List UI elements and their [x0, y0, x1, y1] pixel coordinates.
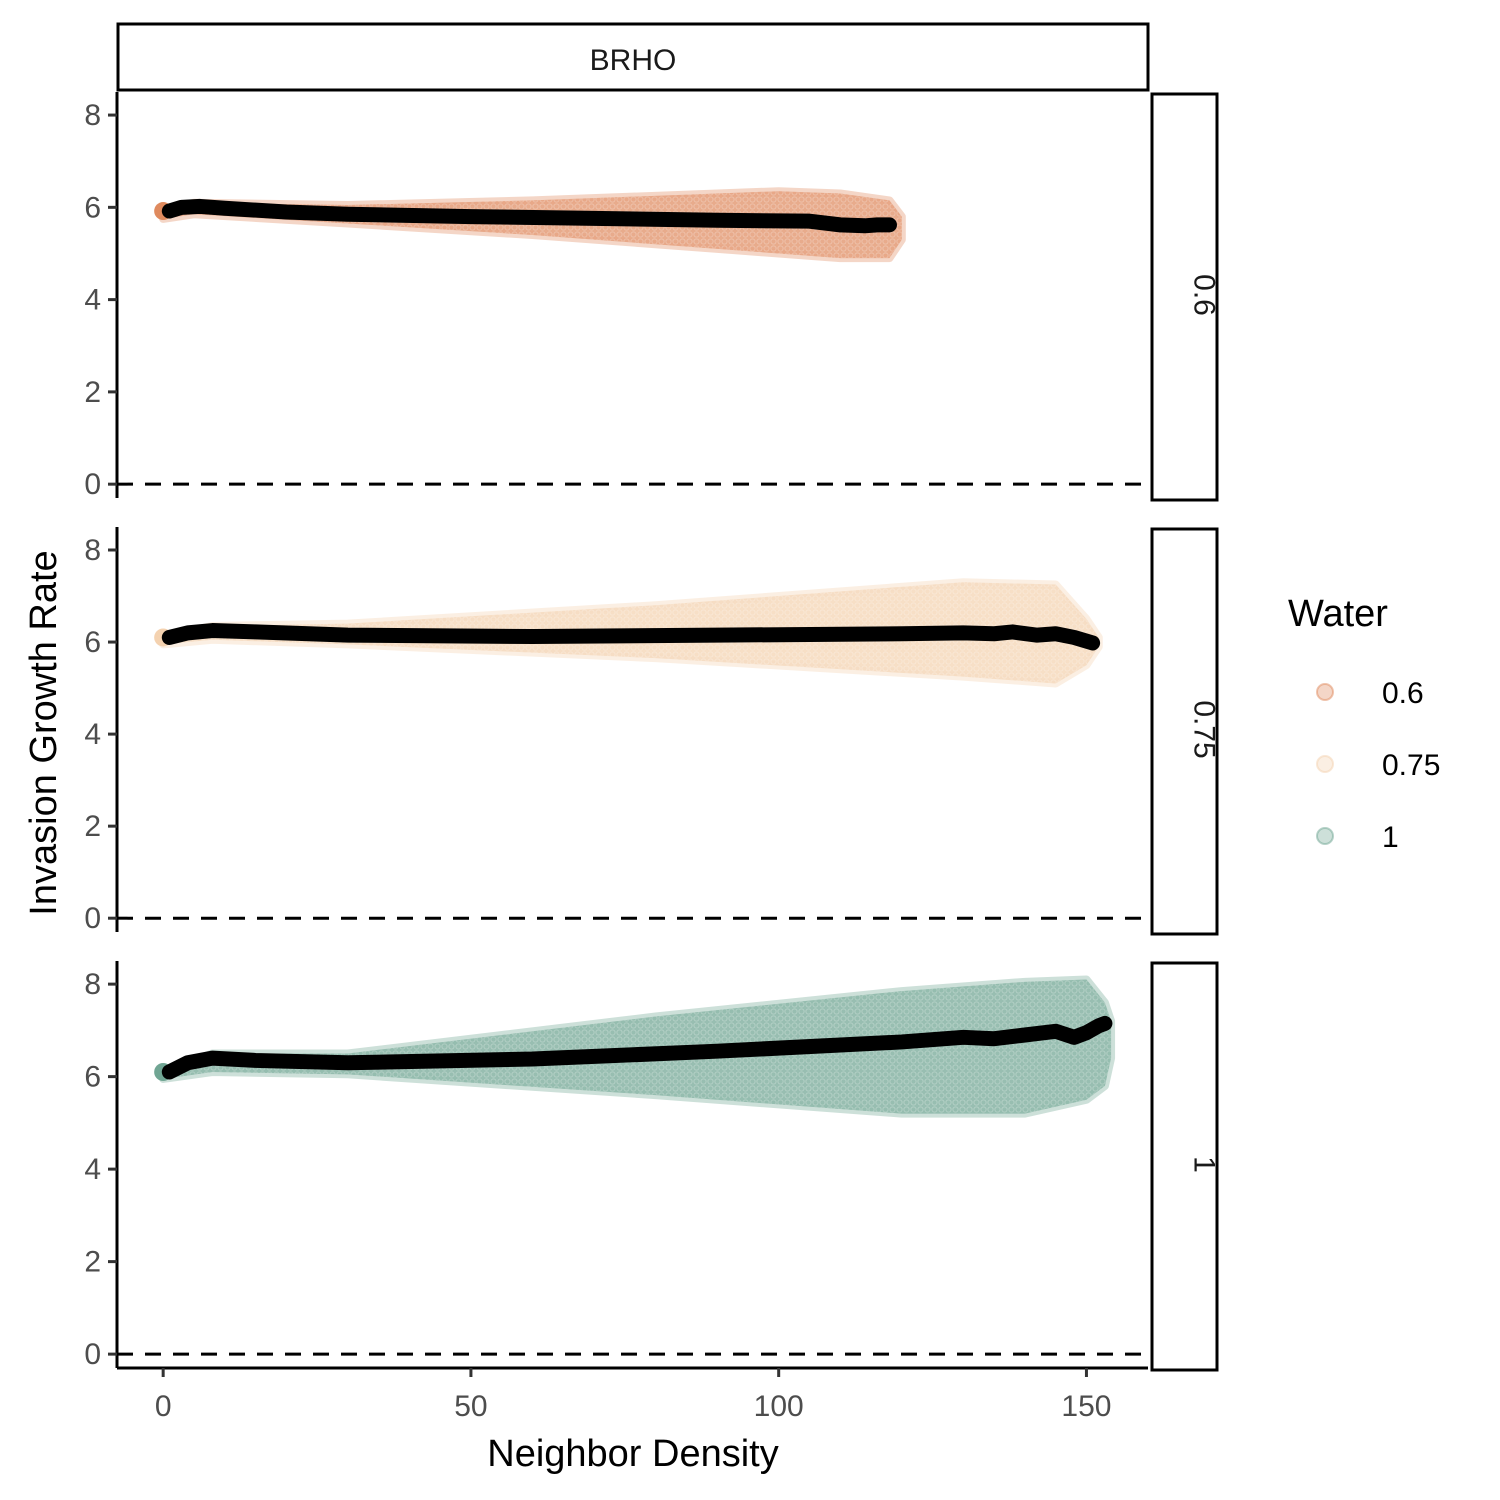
- legend-key-1: [1316, 683, 1334, 701]
- point-cloud-texture-3: [163, 979, 1112, 1114]
- facet-strip-top: BRHO: [116, 22, 1150, 92]
- legend-label-2: 0.75: [1382, 749, 1440, 782]
- x-tick-label-0: 0: [155, 1390, 172, 1423]
- legend-label-1: 0.6: [1382, 677, 1424, 710]
- mean-trend-line-2: [161, 623, 1101, 651]
- y-tick-label-3-6: 6: [84, 1061, 101, 1094]
- y-tick-label-3-8: 8: [84, 968, 101, 1001]
- facet-strip-right-1: [1150, 92, 1219, 502]
- legend-key-3: [1316, 827, 1334, 845]
- y-tick-label-1-8: 8: [84, 99, 101, 132]
- facet-strip-top-box: [116, 22, 1150, 92]
- legend-key-2: [1316, 755, 1334, 773]
- facet-strip-right-label-2: 0.75: [1188, 700, 1221, 758]
- panel-3: 0 2 4 6 8 1: [84, 961, 1221, 1372]
- y-tick-label-3-4: 4: [84, 1153, 101, 1186]
- legend-items: 0.6 0.75 1: [1316, 677, 1440, 854]
- legend-title: Water: [1288, 593, 1388, 635]
- y-tick-label-2-0: 0: [84, 902, 101, 935]
- facet-strip-top-label: BRHO: [590, 44, 677, 77]
- facet-strip-right-label-1: 0.6: [1188, 274, 1221, 316]
- panel-1: 0 2 4 6 8 0.6: [84, 92, 1221, 502]
- y-tick-label-2-6: 6: [84, 626, 101, 659]
- y-tick-label-1-0: 0: [84, 468, 101, 501]
- facet-strip-right-2: [1150, 527, 1219, 936]
- y-tick-label-1-4: 4: [84, 284, 101, 317]
- x-axis-title: Neighbor Density: [487, 1433, 778, 1475]
- y-tick-label-1-2: 2: [84, 376, 101, 409]
- legend: Water 0.6 0.75 1: [1288, 593, 1440, 854]
- facet-strip-right-3: [1150, 961, 1219, 1372]
- y-axis-title: Invasion Growth Rate: [23, 550, 65, 915]
- x-tick-label-150: 150: [1061, 1390, 1111, 1423]
- x-tick-label-50: 50: [454, 1390, 487, 1423]
- panel-2: 0 2 4 6 8 0.75: [84, 527, 1221, 936]
- y-tick-label-2-8: 8: [84, 534, 101, 567]
- y-tick-label-2-2: 2: [84, 810, 101, 843]
- y-tick-label-1-6: 6: [84, 191, 101, 224]
- y-tick-label-3-2: 2: [84, 1246, 101, 1279]
- mean-trend-line-1: [161, 198, 897, 234]
- x-tick-label-100: 100: [754, 1390, 804, 1423]
- y-tick-label-3-0: 0: [84, 1338, 101, 1371]
- legend-label-3: 1: [1382, 821, 1399, 854]
- facet-strip-right-label-3: 1: [1188, 1156, 1221, 1173]
- mean-trend-line-3: [161, 1015, 1113, 1080]
- y-tick-label-2-4: 4: [84, 718, 101, 751]
